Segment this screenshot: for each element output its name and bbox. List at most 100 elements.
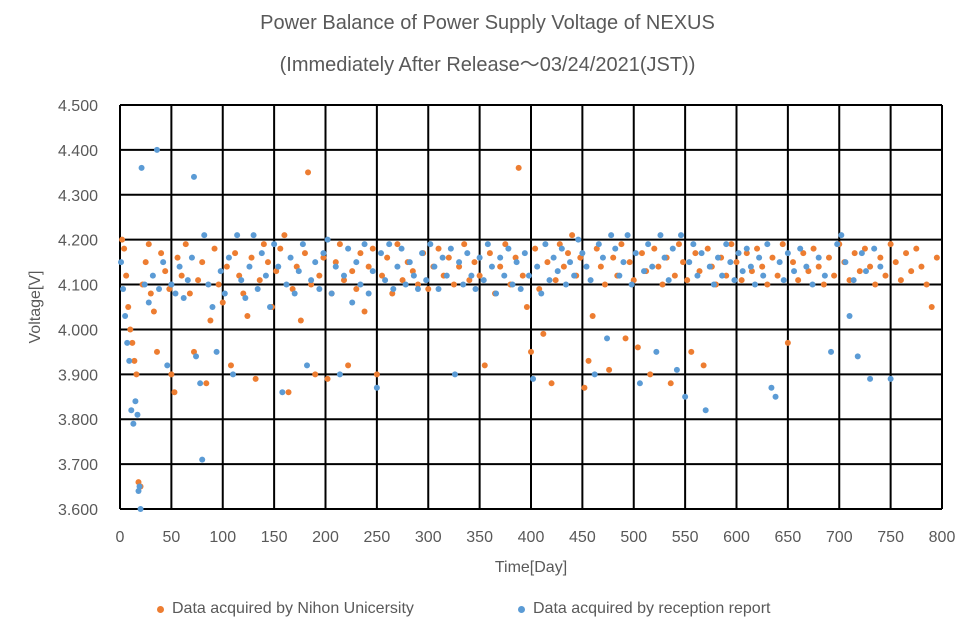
data-point — [203, 380, 210, 387]
data-point — [118, 259, 125, 266]
data-point — [217, 268, 224, 275]
data-point — [486, 250, 493, 257]
data-point — [195, 277, 202, 284]
data-point — [815, 263, 822, 270]
y-tick-label: 4.500 — [58, 98, 98, 115]
data-point — [579, 250, 586, 257]
data-point — [567, 259, 574, 266]
data-point — [723, 272, 730, 279]
data-point — [406, 259, 413, 266]
data-point — [275, 263, 282, 270]
data-point — [612, 245, 619, 252]
data-point — [738, 277, 745, 284]
data-point — [199, 456, 206, 463]
data-point — [410, 272, 417, 279]
data-point — [158, 250, 165, 257]
data-point — [675, 241, 682, 248]
data-point — [456, 263, 463, 270]
data-point — [373, 371, 380, 378]
data-point — [647, 371, 654, 378]
data-point — [702, 407, 709, 414]
data-point — [638, 250, 645, 257]
data-point — [120, 286, 127, 293]
data-point — [345, 362, 352, 369]
x-tick-label: 600 — [723, 529, 750, 546]
data-point — [488, 263, 495, 270]
data-point — [386, 241, 393, 248]
data-point — [349, 268, 356, 275]
data-point — [174, 254, 181, 261]
data-point — [260, 241, 267, 248]
data-point — [776, 259, 783, 266]
data-point — [604, 335, 611, 342]
data-point — [501, 272, 508, 279]
data-point — [122, 312, 129, 319]
data-point — [558, 245, 565, 252]
y-tick-label: 4.200 — [58, 233, 98, 250]
data-point — [867, 375, 874, 382]
data-point — [589, 312, 596, 319]
data-point — [502, 241, 509, 248]
data-point — [680, 259, 687, 266]
data-point — [136, 483, 143, 490]
data-point — [138, 164, 145, 171]
data-point — [754, 245, 761, 252]
data-point — [316, 286, 323, 293]
data-point — [324, 375, 331, 382]
data-point — [669, 245, 676, 252]
data-point — [630, 277, 637, 284]
data-point — [731, 277, 738, 284]
data-point — [236, 272, 243, 279]
data-point — [751, 281, 758, 288]
data-point — [332, 263, 339, 270]
data-point — [624, 232, 631, 239]
x-tick-label: 150 — [261, 529, 288, 546]
data-point — [425, 286, 432, 293]
data-point — [583, 263, 590, 270]
data-point — [166, 286, 173, 293]
y-tick-label: 4.000 — [58, 322, 98, 339]
data-point — [394, 241, 401, 248]
data-point — [690, 241, 697, 248]
data-point — [515, 164, 522, 171]
data-point — [182, 241, 189, 248]
data-point — [205, 281, 212, 288]
data-point — [735, 250, 742, 257]
data-point — [289, 286, 296, 293]
x-tick-label: 700 — [826, 529, 853, 546]
data-point — [828, 348, 835, 355]
data-point — [512, 254, 519, 261]
data-point — [877, 254, 884, 261]
data-point — [308, 277, 315, 284]
data-point — [497, 263, 504, 270]
data-point — [132, 398, 139, 405]
data-point — [172, 290, 179, 297]
data-point — [353, 286, 360, 293]
data-point — [791, 268, 798, 275]
x-tick-label: 300 — [415, 529, 442, 546]
data-point — [305, 169, 312, 176]
x-tick-label: 50 — [162, 529, 180, 546]
data-point — [704, 245, 711, 252]
data-point — [525, 272, 532, 279]
x-tick-label: 550 — [672, 529, 699, 546]
data-point — [591, 371, 598, 378]
data-point — [661, 254, 668, 261]
data-point — [530, 375, 537, 382]
x-tick-label: 400 — [518, 529, 545, 546]
data-point — [476, 272, 483, 279]
data-point — [141, 281, 148, 288]
data-point — [246, 263, 253, 270]
data-point — [923, 281, 930, 288]
data-point — [168, 371, 175, 378]
data-point — [273, 268, 280, 275]
data-point — [336, 241, 343, 248]
data-point — [634, 344, 641, 351]
data-point — [361, 308, 368, 315]
x-tick-label: 0 — [116, 529, 125, 546]
data-point — [219, 299, 226, 306]
data-point — [443, 272, 450, 279]
data-point — [569, 232, 576, 239]
data-point — [599, 254, 606, 261]
data-point — [171, 389, 178, 396]
